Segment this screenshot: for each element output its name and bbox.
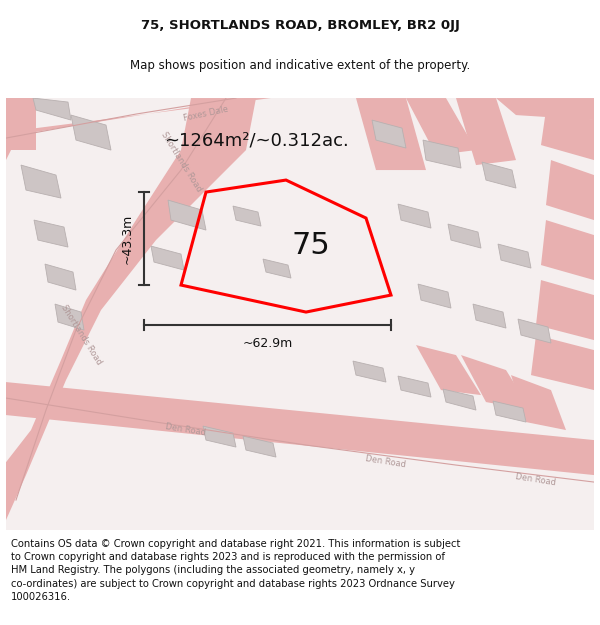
Polygon shape (243, 436, 276, 457)
Polygon shape (473, 304, 506, 328)
Polygon shape (233, 206, 261, 226)
Text: Den Road: Den Road (515, 472, 557, 488)
Polygon shape (203, 426, 236, 447)
Polygon shape (511, 375, 566, 430)
Polygon shape (416, 345, 481, 395)
Polygon shape (496, 98, 594, 120)
Text: Shortlands Road: Shortlands Road (59, 304, 103, 367)
Text: Foxes Dale: Foxes Dale (182, 105, 229, 123)
Text: Den Road: Den Road (165, 422, 207, 437)
Polygon shape (6, 98, 36, 150)
Polygon shape (398, 204, 431, 228)
Polygon shape (71, 115, 111, 150)
Polygon shape (263, 259, 291, 278)
Polygon shape (456, 98, 516, 165)
Text: ~43.3m: ~43.3m (121, 213, 134, 264)
Polygon shape (518, 319, 551, 343)
Text: ~1264m²/~0.312ac.: ~1264m²/~0.312ac. (164, 131, 349, 149)
Text: Map shows position and indicative extent of the property.: Map shows position and indicative extent… (130, 59, 470, 72)
Text: 75, SHORTLANDS ROAD, BROMLEY, BR2 0JJ: 75, SHORTLANDS ROAD, BROMLEY, BR2 0JJ (140, 19, 460, 32)
Polygon shape (493, 401, 526, 422)
Polygon shape (448, 224, 481, 248)
Text: Contains OS data © Crown copyright and database right 2021. This information is : Contains OS data © Crown copyright and d… (11, 539, 460, 602)
Text: 75: 75 (292, 231, 331, 259)
Polygon shape (406, 98, 476, 155)
Polygon shape (6, 98, 271, 160)
Polygon shape (498, 244, 531, 268)
Polygon shape (398, 376, 431, 397)
Polygon shape (6, 382, 594, 475)
Polygon shape (21, 165, 61, 198)
Polygon shape (353, 361, 386, 382)
Polygon shape (55, 304, 84, 330)
Polygon shape (423, 140, 461, 168)
Polygon shape (461, 355, 531, 410)
Polygon shape (531, 335, 594, 390)
Polygon shape (45, 264, 76, 290)
Polygon shape (33, 98, 71, 120)
Polygon shape (541, 220, 594, 280)
Polygon shape (443, 389, 476, 410)
Polygon shape (482, 162, 516, 188)
Polygon shape (536, 280, 594, 340)
Polygon shape (356, 98, 426, 170)
Polygon shape (151, 246, 184, 270)
Polygon shape (34, 220, 68, 247)
Text: Shortlands Road: Shortlands Road (159, 131, 203, 194)
Polygon shape (541, 110, 594, 160)
Polygon shape (418, 284, 451, 308)
Polygon shape (546, 160, 594, 220)
Polygon shape (0, 98, 256, 530)
Polygon shape (168, 200, 206, 230)
Text: Den Road: Den Road (365, 454, 407, 470)
Polygon shape (372, 120, 406, 148)
Text: ~62.9m: ~62.9m (242, 336, 293, 349)
